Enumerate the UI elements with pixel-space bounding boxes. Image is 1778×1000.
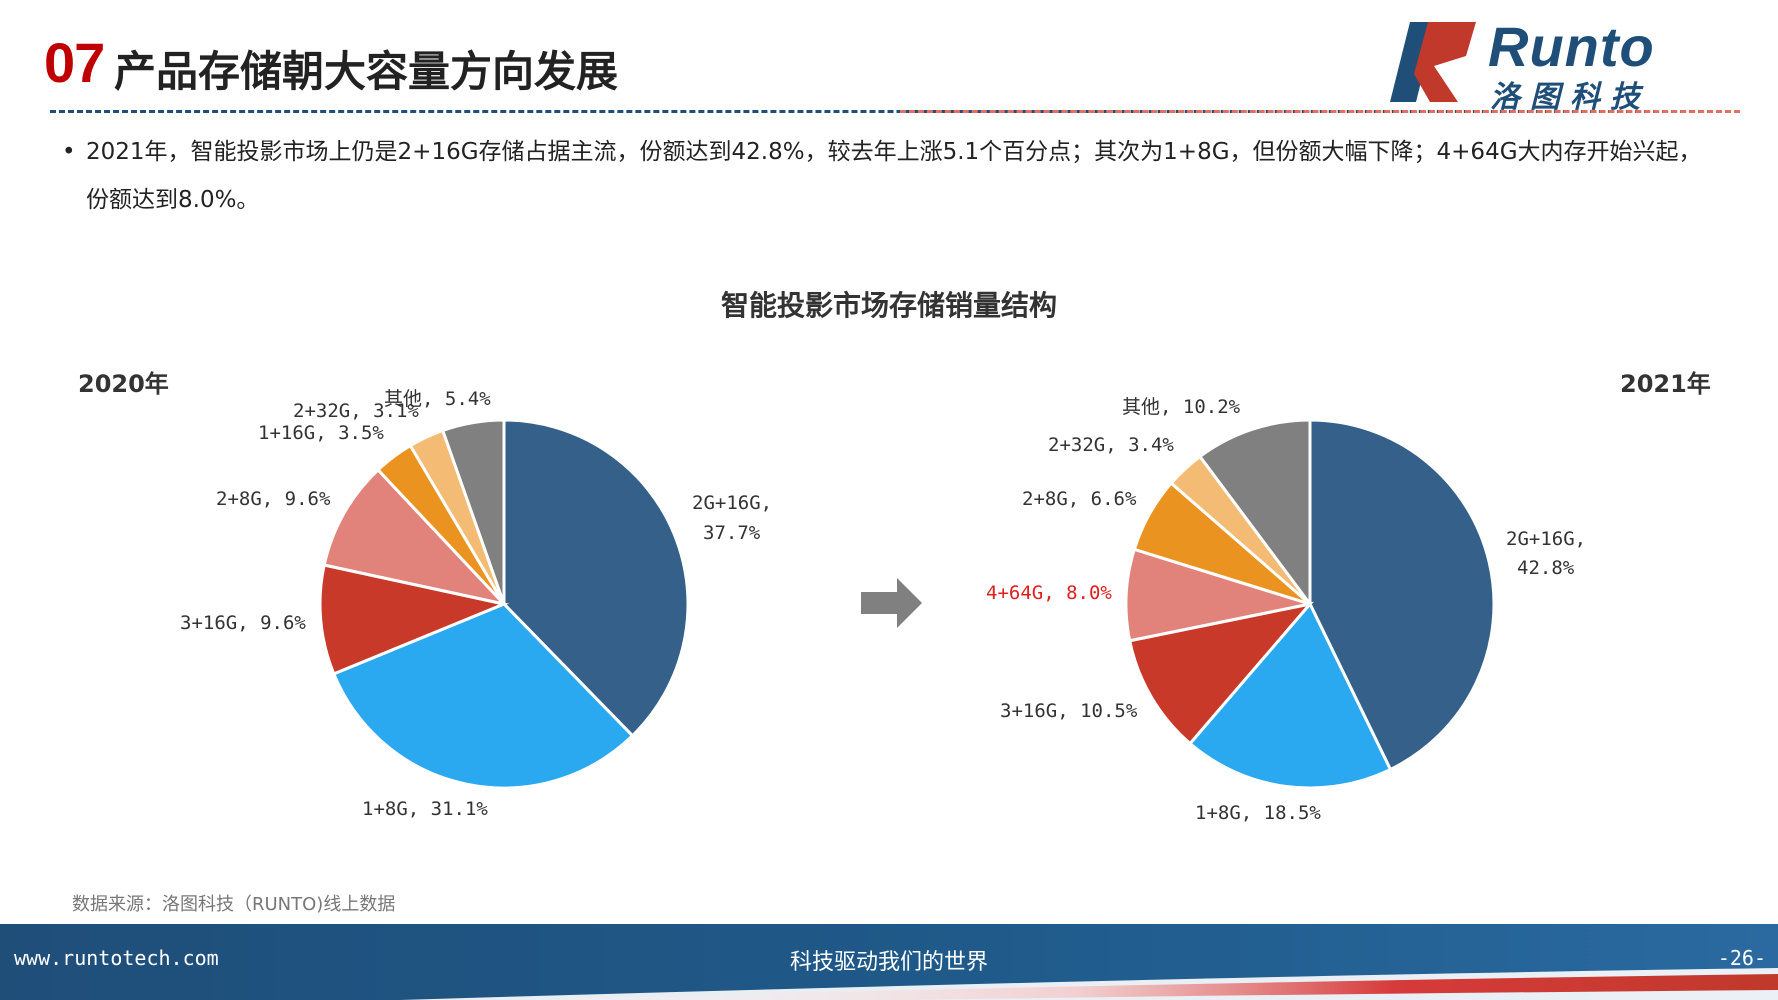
label-2021-other: 其他, 10.2%: [1122, 396, 1241, 418]
label-2020-1-8g: 1+8G, 31.1%: [362, 798, 488, 820]
footer-band: [0, 924, 1778, 1000]
section-number: 07: [44, 31, 105, 94]
label-2021-2g16g-a: 2G+16G,: [1506, 528, 1587, 550]
logo-wordmark: Runto: [1488, 15, 1655, 78]
label-2021-2-32g: 2+32G, 3.4%: [1048, 434, 1174, 456]
footer-url-link[interactable]: www.runtotech.com: [14, 946, 219, 970]
label-2020-2-8g: 2+8G, 9.6%: [216, 488, 331, 510]
label-2021-4-64g: 4+64G, 8.0%: [986, 582, 1112, 604]
header-divider: [50, 110, 1740, 113]
logo-chinese: 洛图科技: [1490, 80, 1650, 115]
label-2020-2g16g-a: 2G+16G,: [692, 492, 773, 514]
slide-footer: www.runtotech.com 科技驱动我们的世界 -26-: [0, 924, 1778, 1000]
bullet-icon: •: [62, 139, 76, 165]
pie-slice-2020-otherother: [440, 418, 506, 605]
slide-header: 07 产品存储朝大容量方向发展 Runto 洛图科技: [0, 0, 1778, 120]
year-label-2021: 2021年: [1620, 370, 1711, 398]
pie-2020: [318, 418, 690, 790]
pie-slice-2021-3-16g: [1127, 601, 1314, 746]
slide-title: 产品存储朝大容量方向发展: [114, 47, 619, 96]
pie-slice-2021-4-64g: [1124, 547, 1311, 643]
pie-slice-2020-2g-16g: [502, 418, 690, 738]
chart-title: 智能投影市场存储销量结构: [720, 289, 1057, 322]
data-source-note: 数据来源：洛图科技（RUNTO)线上数据: [72, 894, 396, 915]
runto-logo: Runto 洛图科技: [1388, 15, 1748, 115]
pie-slice-2021-otherother: [1197, 418, 1312, 609]
header-divider-accent: [900, 110, 1740, 113]
pie-2021: [1124, 418, 1496, 790]
pie-slice-2021-1-8g: [1187, 601, 1393, 790]
footer-slogan: 科技驱动我们的世界: [789, 950, 988, 975]
summary-text: 2021年，智能投影市场上仍是2+16G存储占据主流，份额达到42.8%，较去年…: [86, 139, 1702, 213]
label-2020-2g16g-b: 37.7%: [703, 522, 761, 544]
label-2021-3-16g: 3+16G, 10.5%: [1000, 700, 1138, 722]
arrow-right-icon: [861, 578, 922, 628]
label-2021-2g16g-b: 42.8%: [1517, 557, 1575, 579]
pie-slice-2020-2-8g: [322, 467, 509, 607]
year-label-2020: 2020年: [78, 370, 169, 398]
label-2020-3-16g: 3+16G, 9.6%: [180, 612, 306, 634]
runto-logo-mark-icon: [1390, 22, 1476, 102]
page-number: -26-: [1717, 946, 1766, 970]
label-2020-2-32g: 2+32G, 3.1%: [293, 400, 419, 422]
label-2021-1-8g: 1+8G, 18.5%: [1195, 802, 1321, 824]
label-2020-other: 其他, 5.4%: [384, 388, 491, 410]
pie-slice-2021-2g-16g: [1308, 418, 1496, 772]
pie-slice-2020-1-8g: [331, 602, 635, 790]
pie-slice-2020-3-16g: [318, 563, 510, 676]
label-2020-1-16g: 1+16G, 3.5%: [258, 422, 384, 444]
label-2021-2-8g: 2+8G, 6.6%: [1022, 488, 1137, 510]
